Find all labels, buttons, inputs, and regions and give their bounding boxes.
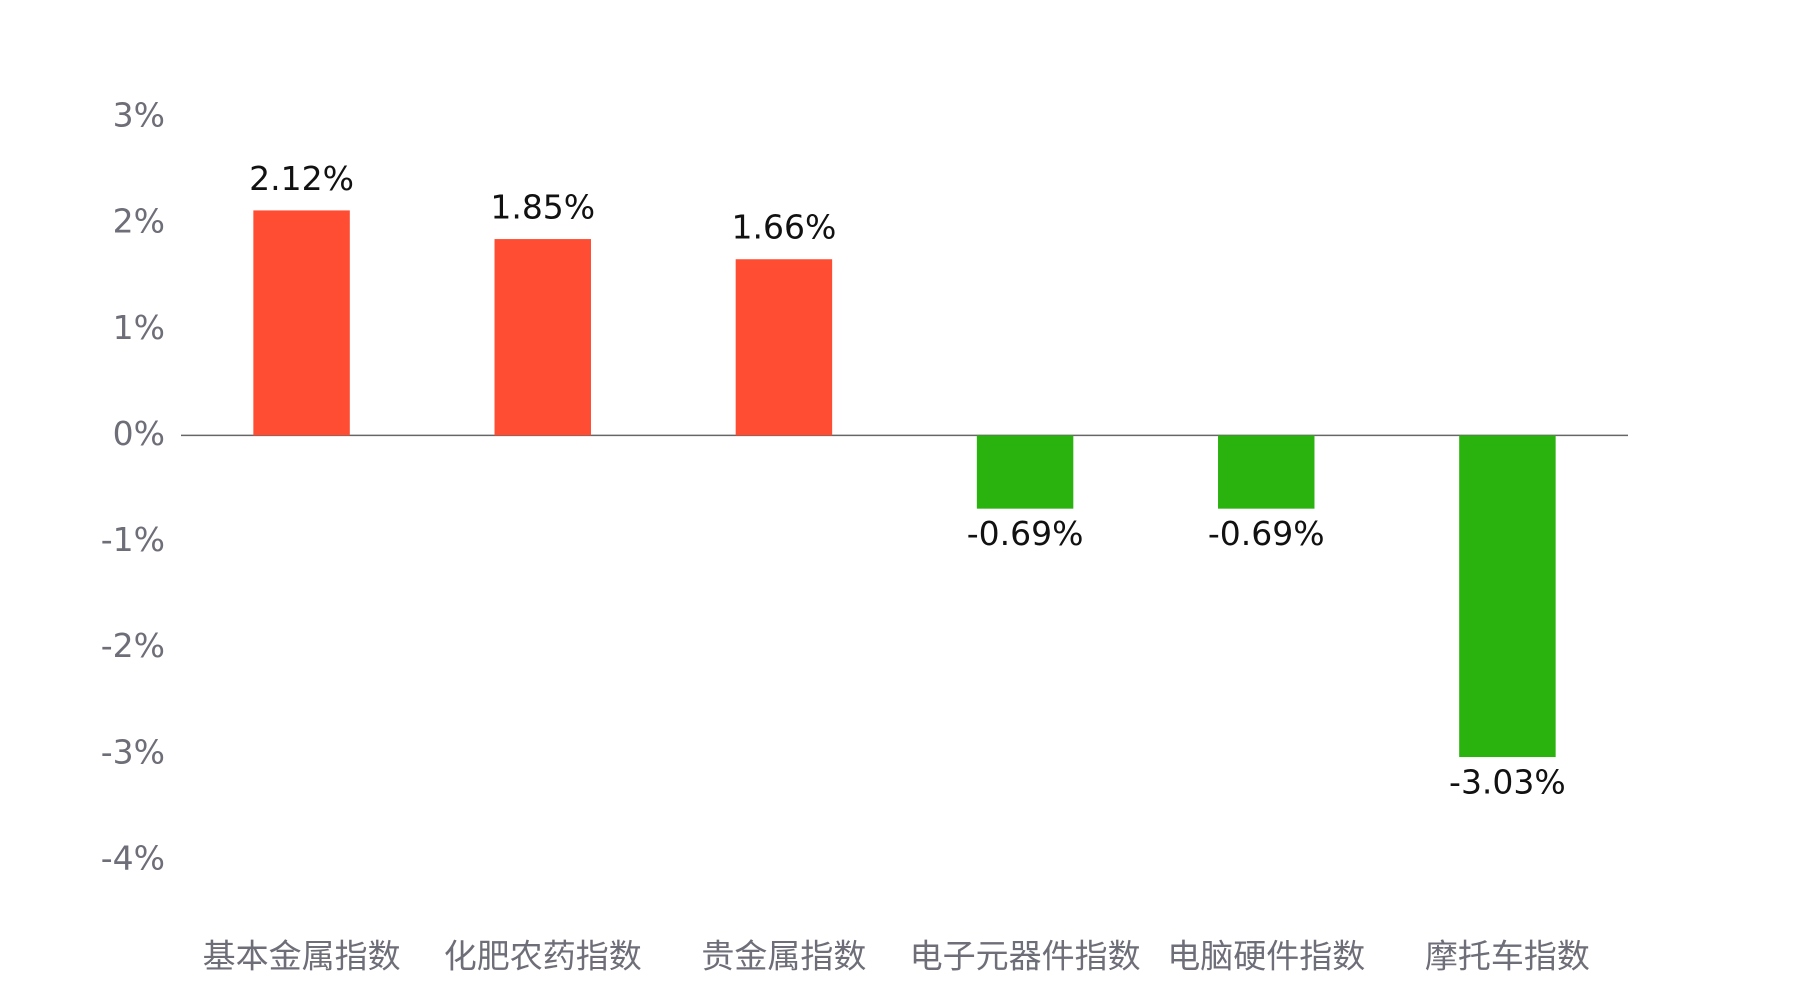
x-tick-label: 电脑硬件指数 (1167, 937, 1365, 976)
x-tick-label: 化肥农药指数 (444, 937, 642, 976)
bar (253, 210, 350, 436)
bar (735, 259, 833, 436)
y-tick-label: 1% (113, 308, 165, 347)
bar (1218, 435, 1315, 509)
value-label: -0.69% (967, 514, 1084, 553)
bar (976, 435, 1074, 509)
value-label: 1.66% (731, 208, 836, 247)
x-tick-label: 基本金属指数 (203, 937, 401, 976)
y-tick-label: 0% (113, 414, 165, 453)
x-tick-label: 贵金属指数 (701, 937, 866, 976)
x-tick-label: 摩托车指数 (1425, 937, 1590, 976)
bar (1459, 435, 1556, 758)
value-label: 2.12% (249, 159, 354, 198)
bar (494, 239, 591, 436)
y-tick-label: -2% (101, 626, 165, 665)
x-tick-label: 电子元器件指数 (910, 937, 1141, 976)
value-label: -3.03% (1449, 763, 1566, 802)
y-tick-label: 2% (113, 202, 165, 241)
y-tick-label: 3% (113, 96, 165, 135)
value-label: 1.85% (490, 188, 595, 227)
value-label: -0.69% (1208, 514, 1325, 553)
y-tick-label: -1% (101, 520, 165, 559)
y-tick-label: -4% (101, 839, 165, 878)
y-tick-label: -3% (101, 732, 165, 771)
